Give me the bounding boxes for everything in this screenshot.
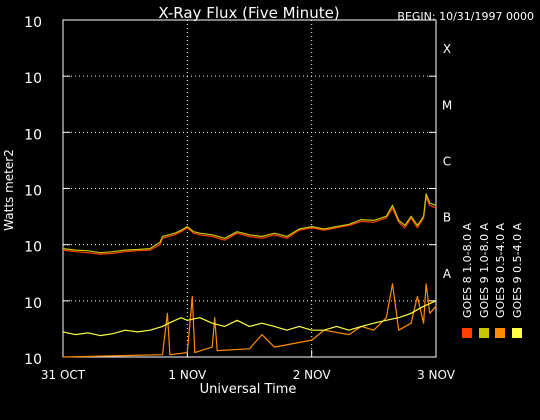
plot-area: [62, 19, 437, 358]
series-line: [62, 193, 437, 254]
flare-class-label: B: [443, 211, 451, 225]
legend-swatch: [495, 328, 505, 338]
chart-title: X-Ray Flux (Five Minute): [158, 4, 339, 22]
legend-label: GOES 8 0.5-4.0 A: [494, 222, 507, 318]
y-tick-label: 10: [24, 184, 42, 200]
legend-swatch: [512, 328, 522, 338]
legend-label: GOES 9 1.0-8.0 A: [478, 222, 491, 318]
x-tick-label: 3 NOV: [417, 368, 456, 382]
legend-swatch: [479, 328, 489, 338]
y-axis-ticks: 10-310-410-510-610-710-810-9: [24, 15, 436, 368]
x-tick-label: 2 NOV: [293, 368, 332, 382]
flare-class-label: M: [442, 98, 452, 112]
legend-swatch: [462, 328, 472, 338]
x-tick-label: 1 NOV: [168, 368, 207, 382]
begin-date-label: BEGIN: 10/31/1997 0000: [397, 10, 534, 23]
x-axis-label: Universal Time: [200, 382, 297, 397]
y-tick-label: 10: [24, 352, 42, 368]
plot-frame: [62, 19, 437, 358]
x-axis-ticks: 31 OCT 1 NOV 2 NOV 3 NOV: [41, 350, 456, 382]
grid-lines: [63, 20, 436, 357]
y-tick-label: 10: [24, 15, 42, 31]
flare-class-label: A: [443, 267, 452, 281]
y-axis-label: Watts meter2: [2, 149, 16, 231]
data-series: [62, 193, 437, 358]
series-line: [62, 196, 437, 255]
y-tick-label: 10: [24, 71, 42, 87]
y-tick-label: 10: [24, 296, 42, 312]
series-line: [62, 300, 437, 337]
legend-label: GOES 9 0.5-4.0 A: [511, 222, 524, 318]
series-line: [62, 283, 437, 358]
legend-label: GOES 8 1.0-8.0 A: [461, 222, 474, 318]
y-tick-label: 10: [24, 127, 42, 143]
flare-class-labels: X M C B A: [442, 42, 452, 281]
y-tick-label: 10: [24, 240, 42, 256]
flare-class-label: C: [443, 154, 451, 168]
x-tick-label: 31 OCT: [41, 368, 86, 382]
flare-class-label: X: [443, 42, 451, 56]
